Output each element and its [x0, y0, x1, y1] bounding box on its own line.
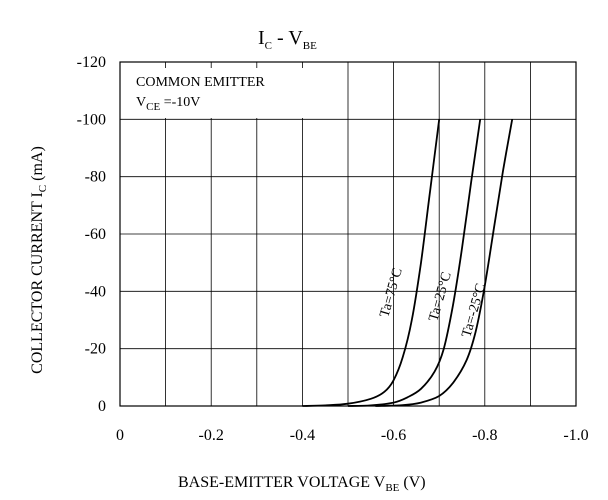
y-tick-label: -100: [77, 111, 106, 128]
annotation-vce-main: V: [136, 95, 146, 110]
annotation-line-1: COMMON EMITTER: [136, 75, 265, 90]
x-axis-label-unit: (V): [399, 474, 425, 491]
chart-title: IC - VBE: [258, 27, 317, 52]
y-tick-label: -80: [85, 169, 106, 186]
x-tick-label: -0.4: [290, 427, 315, 444]
series-line-1: [347, 119, 482, 407]
annotation-line-2: VCE =-10V: [136, 95, 200, 113]
plot-frame: [119, 61, 577, 407]
annotation-vce-rest: =-10V: [160, 95, 200, 110]
y-axis-label-main: COLLECTOR CURRENT I: [29, 192, 46, 374]
grid: [120, 62, 576, 406]
y-axis-label-sub: C: [37, 185, 49, 192]
tick-labels: 0 -0.2 -0.4 -0.6 -0.8 -1.0 0 -20 -40 -60 -80 -100 -1…: [77, 54, 589, 444]
y-axis-label-unit: (mA): [29, 146, 46, 185]
x-tick-label: -0.2: [199, 427, 224, 444]
x-tick-label: -1.0: [563, 427, 588, 444]
y-tick-label: -120: [77, 54, 106, 71]
curve-label-75c: Ta=75°C: [377, 266, 405, 319]
annotation-vce-sub: CE: [146, 101, 160, 113]
annotation-box: COMMON EMITTER VCE =-10V: [134, 68, 304, 118]
series-line-2: [375, 119, 514, 407]
x-axis-label-sub: BE: [385, 482, 399, 494]
series-line-0: [302, 119, 441, 407]
x-tick-label: -0.8: [472, 427, 497, 444]
annotation-background: [134, 68, 304, 118]
chart-title-sub2: BE: [303, 40, 317, 52]
x-axis-label: BASE-EMITTER VOLTAGE VBE (V): [178, 474, 426, 494]
curves: [302, 119, 514, 407]
chart-title-mid: - V: [272, 27, 303, 49]
x-tick-label: -0.6: [381, 427, 406, 444]
y-tick-label: -20: [85, 341, 106, 358]
chart-title-sub1: C: [265, 40, 272, 52]
y-tick-label: 0: [98, 398, 106, 415]
y-axis-label: COLLECTOR CURRENT IC (mA): [29, 146, 49, 374]
y-tick-label: -40: [85, 283, 106, 300]
x-axis-label-main: BASE-EMITTER VOLTAGE V: [178, 474, 386, 491]
y-tick-label: -60: [85, 226, 106, 243]
chart-title-main: I: [258, 27, 265, 49]
x-tick-label: 0: [116, 427, 124, 444]
